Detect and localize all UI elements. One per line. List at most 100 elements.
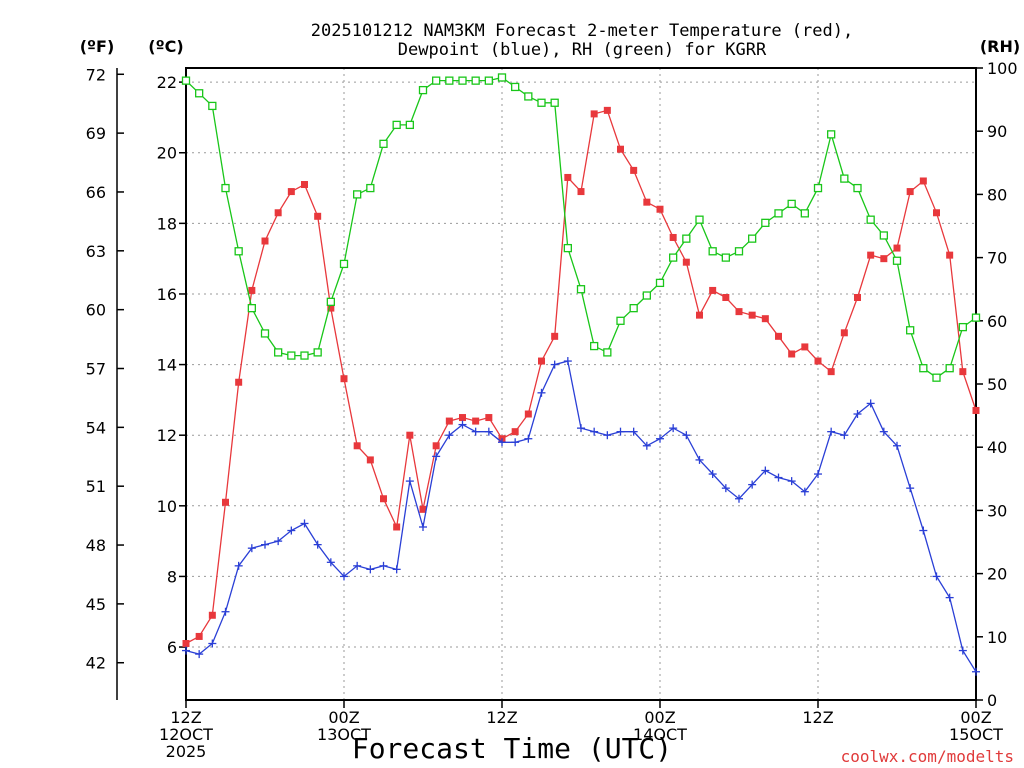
rh-point bbox=[458, 76, 467, 85]
rh-point bbox=[774, 209, 783, 218]
temperature-point bbox=[524, 410, 532, 418]
rh-point bbox=[432, 76, 441, 85]
fahrenheit-tick-label: 48 bbox=[86, 536, 106, 555]
dewpoint-point bbox=[392, 565, 401, 574]
dewpoint-point bbox=[458, 420, 467, 429]
dewpoint-point bbox=[919, 526, 928, 535]
dewpoint-point bbox=[247, 544, 256, 553]
celsius-tick-label: 18 bbox=[157, 214, 177, 233]
temperature-series bbox=[182, 106, 980, 648]
rh-line bbox=[185, 76, 977, 379]
rh-point bbox=[721, 253, 730, 262]
temperature-point bbox=[682, 258, 690, 266]
rh-point bbox=[761, 218, 770, 227]
temperature-point bbox=[643, 198, 651, 206]
source-credit: coolwx.com/modelts bbox=[841, 747, 1014, 766]
dewpoint-point bbox=[274, 537, 283, 546]
dewpoint-point bbox=[511, 438, 520, 447]
dewpoint-point bbox=[379, 561, 388, 570]
dewpoint-point bbox=[221, 607, 230, 616]
dewpoint-point bbox=[748, 480, 757, 489]
rh-tick-label: 80 bbox=[987, 185, 1007, 204]
rh-point bbox=[339, 259, 349, 269]
chart-title-line1: 2025101212 NAM3KM Forecast 2-meter Tempe… bbox=[311, 21, 853, 41]
dewpoint-point bbox=[445, 431, 454, 440]
celsius-tick-label: 22 bbox=[157, 73, 177, 92]
rh-point bbox=[827, 130, 836, 139]
temperature-point bbox=[893, 244, 901, 252]
rh-point bbox=[892, 256, 902, 265]
rh-point bbox=[919, 364, 928, 373]
celsius-unit-label: (ºC) bbox=[148, 37, 183, 56]
dew-line bbox=[185, 360, 977, 673]
temperature-point bbox=[919, 177, 927, 185]
rh-point bbox=[234, 247, 243, 256]
dewpoint-point bbox=[879, 427, 888, 436]
rh-tick-label: 70 bbox=[987, 249, 1007, 268]
rh-series bbox=[181, 73, 981, 382]
temperature-point bbox=[327, 304, 335, 312]
dewpoint-point bbox=[537, 388, 546, 397]
rh-point bbox=[576, 285, 586, 294]
dewpoint-point bbox=[945, 593, 954, 602]
temperature-point bbox=[419, 505, 427, 513]
x-axis-label: Forecast Time (UTC) bbox=[352, 732, 672, 765]
rh-point bbox=[260, 329, 270, 338]
dewpoint-point bbox=[721, 484, 730, 493]
temperature-point bbox=[208, 611, 216, 619]
fahrenheit-tick-label: 42 bbox=[86, 654, 106, 673]
dewpoint-point bbox=[603, 431, 612, 440]
dewpoint-point bbox=[958, 646, 967, 655]
rh-point bbox=[866, 215, 875, 224]
rh-point bbox=[550, 98, 559, 107]
temperature-point bbox=[261, 237, 269, 245]
temperature-point bbox=[761, 315, 769, 323]
series-layer bbox=[181, 73, 981, 676]
temperature-point bbox=[603, 106, 611, 114]
dewpoint-point bbox=[182, 646, 190, 655]
x-tick-label: 15OCT bbox=[949, 725, 1003, 744]
rh-unit-label: (RH) bbox=[980, 37, 1020, 56]
dewpoint-point bbox=[642, 441, 651, 450]
dewpoint-point bbox=[550, 360, 559, 369]
fahrenheit-tick-label: 51 bbox=[86, 477, 106, 496]
rh-point bbox=[616, 316, 625, 325]
temperature-point bbox=[840, 329, 848, 337]
rh-point bbox=[800, 209, 809, 218]
dewpoint-point bbox=[972, 667, 980, 676]
rh-point bbox=[300, 351, 309, 360]
rh-point bbox=[787, 199, 796, 209]
temperature-point bbox=[459, 414, 466, 422]
x-tick-label: 2025 bbox=[166, 742, 207, 761]
rh-point bbox=[708, 247, 717, 256]
rh-point bbox=[932, 373, 941, 382]
rh-tick-label: 0 bbox=[987, 691, 997, 710]
dewpoint-point bbox=[787, 477, 796, 486]
temperature-point bbox=[959, 368, 967, 376]
rh-point bbox=[603, 348, 612, 357]
dewpoint-point bbox=[287, 526, 296, 535]
dewpoint-point bbox=[893, 441, 901, 450]
rh-tick-label: 30 bbox=[987, 501, 1007, 520]
rh-point bbox=[274, 348, 283, 357]
rh-point bbox=[642, 291, 651, 300]
dewpoint-point bbox=[340, 572, 348, 581]
dewpoint-point bbox=[563, 357, 572, 366]
temperature-point bbox=[722, 293, 730, 301]
dewpoint-point bbox=[405, 477, 414, 486]
rh-point bbox=[208, 101, 217, 111]
rh-point bbox=[247, 304, 256, 313]
rh-point bbox=[958, 322, 967, 332]
rh-tick-label: 10 bbox=[987, 628, 1007, 647]
rh-point bbox=[366, 183, 375, 193]
temperature-point bbox=[933, 209, 940, 217]
rh-point bbox=[813, 183, 823, 193]
rh-point bbox=[326, 297, 335, 306]
celsius-tick-label: 20 bbox=[157, 144, 177, 163]
dewpoint-point bbox=[234, 561, 243, 570]
dewpoint-point bbox=[840, 431, 849, 440]
chart-title-line2: Dewpoint (blue), RH (green) for KGRR bbox=[398, 40, 767, 60]
temperature-point bbox=[972, 406, 980, 414]
rh-point bbox=[392, 120, 401, 130]
rh-point bbox=[748, 234, 757, 243]
